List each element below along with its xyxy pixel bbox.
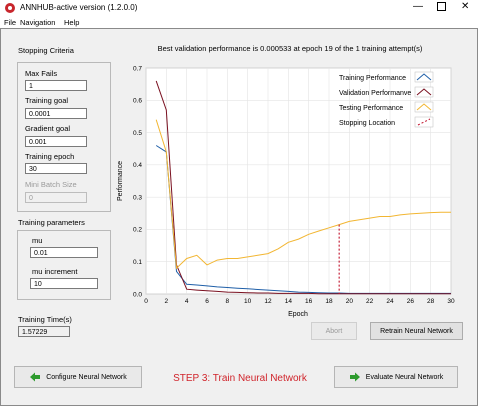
close-icon[interactable]: ✕	[461, 1, 470, 12]
step-label: STEP 3: Train Neural Network	[173, 373, 307, 384]
maximize-icon[interactable]	[437, 2, 446, 11]
plot-area	[145, 67, 452, 295]
chart-title: Best validation performance is 0.000533 …	[157, 44, 423, 53]
mu-increment-label: mu increment	[32, 267, 78, 276]
y-tick-label: 0.2	[133, 227, 142, 234]
x-tick-label: 20	[346, 298, 354, 305]
x-tick-label: 22	[366, 298, 374, 305]
stopping-criteria-title: Stopping Criteria	[18, 46, 74, 55]
x-tick-label: 4	[185, 298, 189, 305]
window-title: ANNHUB-active version (1.2.0.0)	[20, 3, 138, 12]
legend-training-label: Training Performance	[339, 75, 406, 82]
training-time-label: Training Time(s)	[18, 315, 72, 324]
gradient-goal-label: Gradient goal	[25, 124, 71, 133]
y-tick-label: 0.3	[133, 194, 142, 201]
x-tick-label: 2	[165, 298, 169, 305]
x-tick-label: 14	[285, 298, 293, 305]
minimize-icon[interactable]: —	[413, 1, 423, 12]
legend-training-swatch	[414, 71, 434, 83]
x-tick-label: 16	[305, 298, 313, 305]
y-tick-label: 0.5	[133, 130, 142, 137]
mu-field[interactable]: 0.01	[30, 247, 98, 258]
arrow-left-icon	[30, 372, 41, 382]
evaluate-button-label: Evaluate Neural Network	[365, 373, 444, 381]
performance-chart: 0 2 4 6 8 10 12 14 16 18 20 22 24 26 28 30 0.00.10.20.3…	[117, 65, 455, 318]
configure-neural-network-button[interactable]: Configure Neural Network	[14, 366, 142, 388]
x-tick-label: 18	[325, 298, 333, 305]
x-tick-label: 12	[264, 298, 272, 305]
testing-series-line	[155, 119, 451, 270]
x-tick-label: 0	[144, 298, 148, 305]
legend-validation-label: Validation Performanve	[339, 90, 411, 97]
x-tick-label: 30	[447, 298, 455, 305]
mini-batch-field: 0	[25, 192, 87, 203]
y-tick-label: 0.4	[133, 162, 142, 169]
mu-label: mu	[32, 236, 43, 245]
y-axis-label: Performance	[117, 161, 124, 201]
y-tick-label: 0.6	[133, 98, 142, 105]
menu-help[interactable]: Help	[64, 18, 80, 27]
arrow-right-icon	[349, 372, 360, 382]
legend: Training Performance Validation Performa…	[339, 71, 434, 128]
training-goal-field[interactable]: 0.0001	[25, 108, 87, 119]
x-tick-label: 28	[427, 298, 435, 305]
legend-training-line	[416, 73, 432, 81]
training-epoch-field[interactable]: 30	[25, 163, 87, 174]
title-bar	[0, 0, 478, 16]
x-tick-label: 26	[407, 298, 415, 305]
mini-batch-label: Mini Batch Size	[25, 180, 77, 189]
app-logo-icon	[5, 3, 15, 13]
menu-bar	[0, 16, 478, 28]
max-fails-field[interactable]: 1	[25, 80, 87, 91]
menu-navigation[interactable]: Navigation	[20, 18, 56, 27]
legend-testing-swatch	[414, 101, 434, 113]
y-tick-label: 0.7	[133, 65, 142, 72]
legend-validation-swatch	[414, 86, 434, 98]
retrain-button[interactable]: Retrain Neural Network	[370, 322, 463, 340]
x-tick-label: 6	[205, 298, 209, 305]
max-fails-label: Max Fails	[25, 69, 58, 78]
legend-testing-label: Testing Performance	[339, 105, 403, 112]
abort-button[interactable]: Abort	[311, 322, 357, 340]
evaluate-neural-network-button[interactable]: Evaluate Neural Network	[334, 366, 458, 388]
training-time-field: 1.57229	[18, 326, 70, 337]
gradient-goal-field[interactable]: 0.001	[25, 136, 87, 147]
legend-testing-line	[416, 103, 432, 111]
menu-file[interactable]: File	[4, 18, 17, 27]
training-goal-label: Training goal	[25, 96, 69, 105]
x-tick-label: 10	[244, 298, 252, 305]
legend-stopping-label: Stopping Location	[339, 120, 395, 127]
y-tick-label: 0.0	[133, 291, 142, 298]
x-tick-label: 8	[226, 298, 230, 305]
training-epoch-label: Training epoch	[25, 152, 75, 161]
validation-series-line	[155, 80, 451, 295]
y-tick-label: 0.1	[133, 259, 142, 266]
mu-increment-field[interactable]: 10	[30, 278, 98, 289]
x-axis-label: Epoch	[288, 311, 308, 318]
configure-button-label: Configure Neural Network	[46, 373, 127, 381]
x-tick-label: 24	[386, 298, 394, 305]
training-parameters-title: Training parameters	[18, 218, 85, 227]
legend-stopping-swatch	[414, 116, 434, 128]
legend-validation-line	[416, 88, 432, 96]
